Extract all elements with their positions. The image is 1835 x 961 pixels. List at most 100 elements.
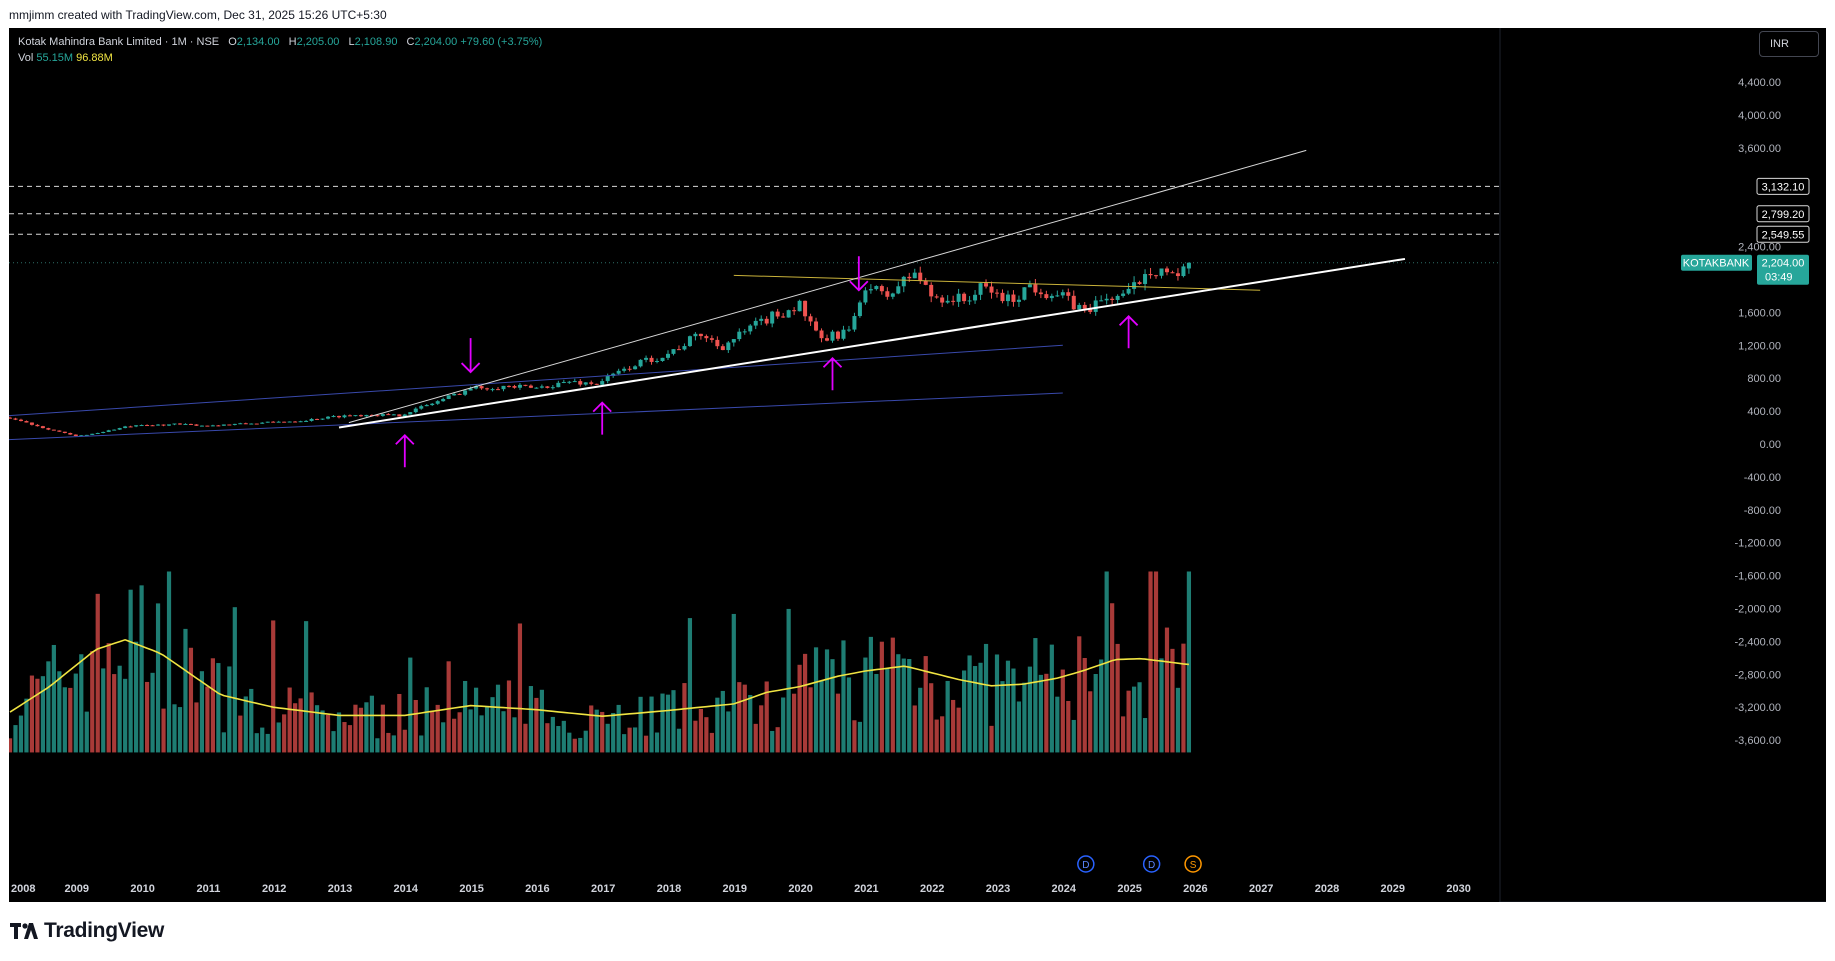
volume-bar: [495, 684, 501, 753]
candle-body: [79, 435, 84, 437]
candle-body: [375, 415, 380, 417]
volume-bar: [391, 735, 396, 753]
currency-button[interactable]: INR: [1759, 31, 1819, 57]
chart-area[interactable]: DDDEEEDEEEEDEESE4,400.004,000.003,600.00…: [9, 28, 1826, 902]
price-axis-label: 4,000.00: [1738, 110, 1781, 122]
candle-body: [671, 349, 676, 354]
candle-body: [512, 386, 517, 388]
up-arrow-icon[interactable]: [822, 356, 843, 391]
volume-bar: [983, 643, 989, 753]
volume-bar: [852, 720, 857, 753]
candle-body: [792, 310, 797, 312]
down-arrow-icon[interactable]: [849, 256, 869, 292]
up-arrow-icon[interactable]: [1118, 315, 1139, 349]
volume-bar: [819, 680, 824, 753]
candle-body: [1104, 298, 1109, 301]
price-chart[interactable]: DDDEEEDEEEEDEESE4,400.004,000.003,600.00…: [9, 28, 1826, 902]
symbol-legend[interactable]: Kotak Mahindra Bank Limited · 1M · NSE O…: [18, 34, 542, 66]
volume-bar: [402, 729, 407, 753]
candle-body: [550, 387, 555, 389]
candle-body: [315, 418, 320, 420]
candle-body: [687, 336, 692, 347]
price-axis-label: -2,800.00: [1735, 669, 1781, 681]
dividend-marker[interactable]: [1077, 855, 1095, 873]
candle-body: [1175, 273, 1180, 277]
volume-ma-line[interactable]: [9, 638, 1189, 718]
symbol-title[interactable]: Kotak Mahindra Bank Limited · 1M · NSE: [18, 36, 220, 48]
candle-body: [984, 283, 989, 287]
volume-bar: [901, 658, 906, 753]
candle-body: [1082, 304, 1087, 309]
volume-bar: [68, 687, 73, 753]
close-value: 2,204.00: [414, 36, 458, 48]
level-price-tag[interactable]: [1756, 225, 1810, 243]
volume-bar: [994, 654, 1000, 753]
volume-bar: [101, 668, 106, 753]
volume-bar: [161, 708, 166, 753]
time-axis-label: 2009: [65, 883, 89, 895]
volume-bar: [676, 728, 682, 753]
volume-bar: [128, 589, 133, 753]
volume-bar: [342, 722, 347, 753]
candle-body: [951, 300, 956, 302]
volume-bar: [435, 704, 440, 753]
symbol-price-tag[interactable]: [1681, 254, 1752, 271]
volume-bar: [841, 640, 846, 753]
volume-bar: [775, 727, 780, 753]
candle-body: [846, 329, 851, 331]
volume-bar: [709, 732, 714, 753]
time-axis-label: 2027: [1249, 883, 1273, 895]
down-arrow-icon[interactable]: [460, 338, 481, 374]
volume-bar: [885, 668, 890, 753]
candle-body: [973, 294, 978, 301]
volume-bar: [879, 641, 884, 753]
candle-body: [474, 386, 479, 389]
candle-body: [709, 338, 714, 340]
volume-bar: [221, 732, 226, 753]
candle-body: [68, 432, 73, 435]
dividend-marker[interactable]: [1142, 855, 1161, 873]
price-axis-label: 1,200.00: [1738, 340, 1781, 352]
price-axis-label: 400.00: [1747, 406, 1781, 418]
volume-legend[interactable]: Vol 55.15M 96.88M: [18, 50, 542, 66]
volume-bar: [18, 715, 24, 753]
time-axis-label: 2008: [11, 883, 35, 895]
candle-body: [868, 289, 873, 291]
candle-body: [73, 434, 78, 437]
candle-body: [1093, 300, 1098, 312]
volume-bar: [1088, 691, 1093, 753]
blue-channel-lower-line[interactable]: [9, 392, 1063, 441]
up-arrow-icon[interactable]: [592, 401, 612, 435]
volume-bar: [989, 725, 994, 753]
volume-bar: [325, 714, 331, 753]
last-price-tag[interactable]: [1757, 254, 1809, 285]
level-price-tag[interactable]: [1756, 177, 1810, 195]
volume-bar: [912, 705, 917, 753]
volume-bar: [550, 716, 555, 753]
up-arrow-icon[interactable]: [395, 433, 415, 468]
blue-channel-upper-line[interactable]: [9, 344, 1063, 417]
level-price-tag[interactable]: [1756, 205, 1810, 223]
candle-body: [238, 423, 243, 425]
time-axis-label: 2021: [854, 883, 878, 895]
upper-channel-line[interactable]: [348, 149, 1307, 424]
candle-body: [452, 393, 457, 396]
candle-body: [57, 430, 62, 432]
volume-bar: [627, 727, 632, 753]
candle-body: [183, 423, 188, 425]
candle-body: [666, 353, 670, 358]
volume-bar: [1110, 603, 1115, 753]
candle-body: [698, 333, 703, 337]
yellow-resistance-line[interactable]: [733, 274, 1261, 291]
candle-body: [748, 325, 753, 332]
volume-bar: [490, 697, 495, 753]
time-axis-label: 2013: [328, 883, 352, 895]
candle-body: [369, 414, 374, 416]
candle-body: [633, 366, 638, 370]
main-trendline[interactable]: [338, 257, 1406, 429]
volume-bar: [583, 730, 588, 753]
volume-bar: [13, 725, 18, 753]
volume-bar: [35, 678, 40, 753]
split-marker[interactable]: [1184, 855, 1202, 873]
candle-body: [298, 421, 303, 423]
